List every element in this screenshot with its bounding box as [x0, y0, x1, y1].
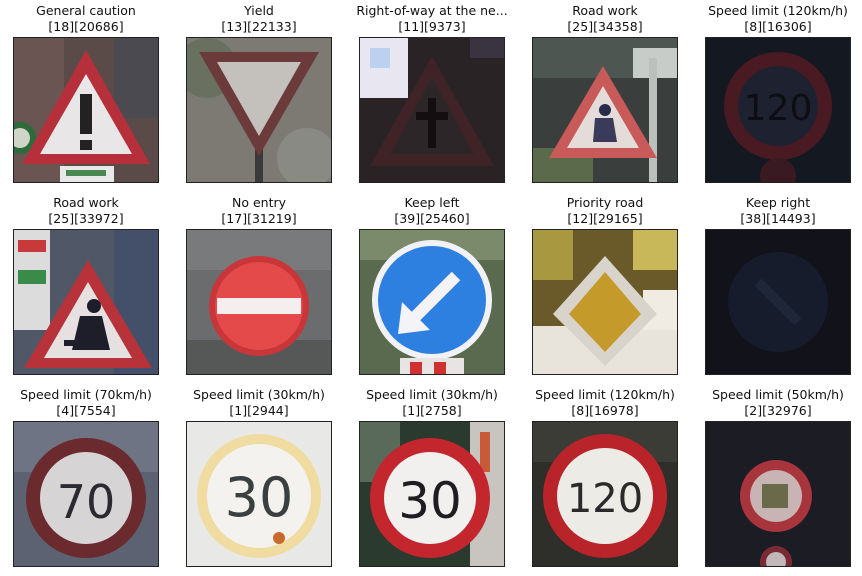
class-label: Yield: [244, 3, 274, 18]
speed-number: 30: [225, 466, 294, 529]
tile-title: Priority road [12][29165]: [505, 195, 705, 227]
sign-image-speed-limit-30-b: 30: [359, 421, 505, 567]
sign-image-speed-limit-30: 30: [186, 421, 332, 567]
tile-title: Speed limit (120km/h) [8][16978]: [505, 387, 705, 419]
sample-index: [17][31219]: [221, 211, 297, 226]
sign-image-road-work: [532, 37, 678, 183]
tile-title: Keep right [38][14493]: [678, 195, 862, 227]
class-label: Speed limit (30km/h): [366, 387, 498, 402]
sample-index: [2][32976]: [744, 403, 812, 418]
class-label: Speed limit (70km/h): [20, 387, 152, 402]
class-label: Keep right: [745, 195, 811, 210]
sign-image-road-work-2: [13, 229, 159, 375]
class-label: Speed limit (120km/h): [535, 387, 675, 402]
class-label: Priority road: [566, 195, 644, 210]
tile-title: Right-of-way at the ne... [11][9373]: [332, 3, 532, 35]
sample-index: [25][33972]: [48, 211, 124, 226]
tile-title: General caution [18][20686]: [0, 3, 186, 35]
sample-index: [39][25460]: [394, 211, 470, 226]
sign-image-keep-left: [359, 229, 505, 375]
tile-title: Road work [25][33972]: [0, 195, 186, 227]
sample-index: [13][22133]: [221, 19, 297, 34]
speed-number: 120: [567, 476, 643, 522]
sign-image-general-caution: [13, 37, 159, 183]
svg-text:120: 120: [744, 88, 813, 129]
class-label: Speed limit (120km/h): [708, 3, 848, 18]
class-label: Keep left: [404, 195, 460, 210]
tile-title: Yield [13][22133]: [159, 3, 359, 35]
tile-title: Speed limit (120km/h) [8][16306]: [678, 3, 862, 35]
tile-title: Keep left [39][25460]: [332, 195, 532, 227]
sign-image-priority-road: [532, 229, 678, 375]
sample-index: [1][2944]: [229, 403, 289, 418]
sample-index: [38][14493]: [740, 211, 816, 226]
sign-image-speed-limit-120-b: 120: [532, 421, 678, 567]
sample-index: [8][16978]: [571, 403, 639, 418]
sample-index: [18][20686]: [48, 19, 124, 34]
sample-index: [11][9373]: [398, 19, 466, 34]
sign-image-keep-right: [705, 229, 851, 375]
class-label: Speed limit (30km/h): [193, 387, 325, 402]
sample-index: [4][7554]: [56, 403, 116, 418]
class-label: Road work: [53, 195, 119, 210]
tile-title: Speed limit (50km/h) [2][32976]: [678, 387, 862, 419]
sample-index: [8][16306]: [744, 19, 812, 34]
class-label: Speed limit (50km/h): [712, 387, 844, 402]
tile-title: Road work [25][34358]: [505, 3, 705, 35]
tile-title: Speed limit (70km/h) [4][7554]: [0, 387, 186, 419]
sign-image-yield: [186, 37, 332, 183]
tile-title: Speed limit (30km/h) [1][2758]: [332, 387, 532, 419]
class-label: Road work: [572, 3, 638, 18]
sign-image-speed-limit-50: [705, 421, 851, 567]
class-label: General caution: [36, 3, 136, 18]
tile-title: No entry [17][31219]: [159, 195, 359, 227]
speed-number: 70: [57, 475, 116, 529]
tile-title: Speed limit (30km/h) [1][2944]: [159, 387, 359, 419]
sign-image-speed-limit-120: 120: [705, 37, 851, 183]
speed-number: 30: [398, 472, 462, 530]
sign-image-speed-limit-70: 70: [13, 421, 159, 567]
class-label: Right-of-way at the ne...: [356, 3, 508, 18]
sign-image-no-entry: [186, 229, 332, 375]
class-label: No entry: [231, 195, 287, 210]
sample-index: [12][29165]: [567, 211, 643, 226]
sign-image-right-of-way: [359, 37, 505, 183]
sample-index: [1][2758]: [402, 403, 462, 418]
sample-index: [25][34358]: [567, 19, 643, 34]
